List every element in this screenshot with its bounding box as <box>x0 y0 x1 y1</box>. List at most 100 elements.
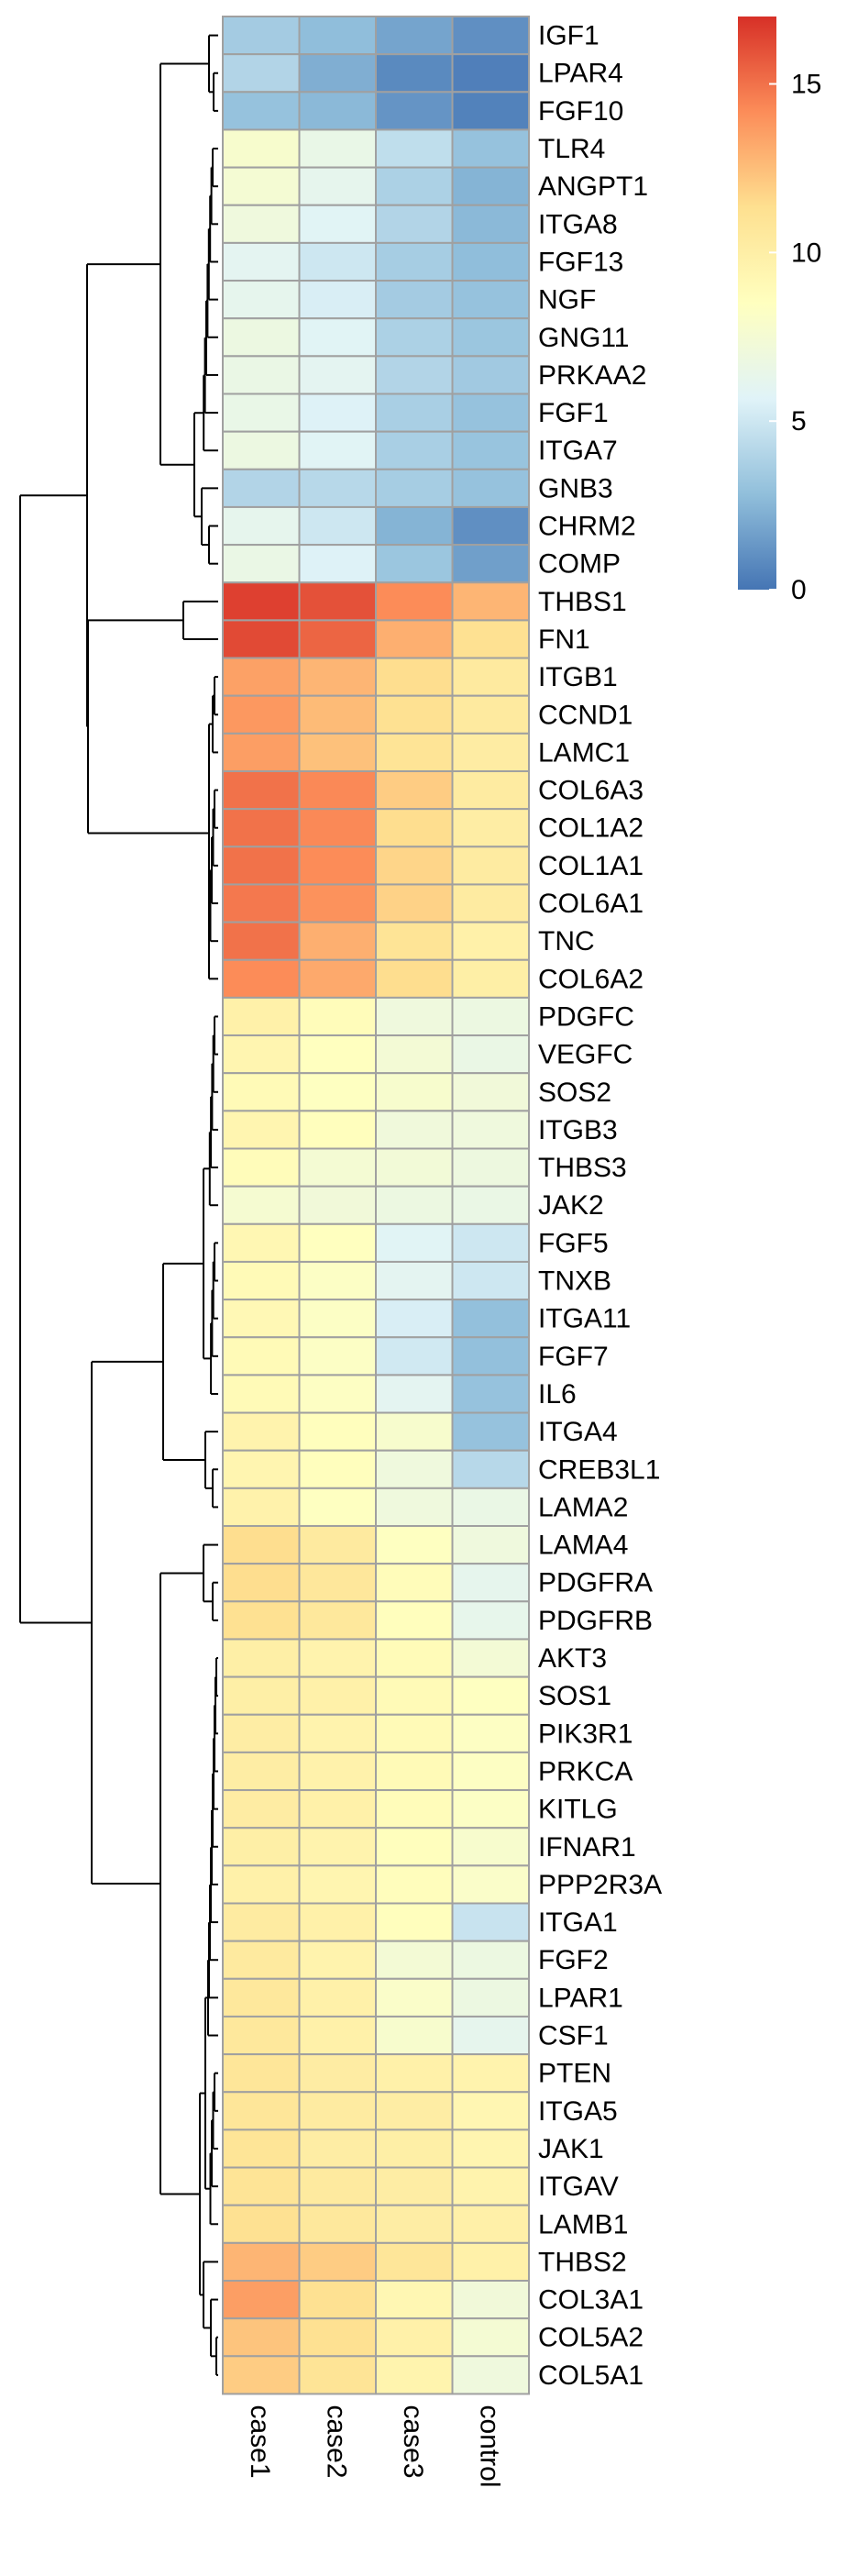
heatmap-cell <box>298 2355 377 2395</box>
heatmap-cell <box>222 1374 301 1414</box>
row-label: ANGPT1 <box>538 171 648 202</box>
heatmap-cell <box>375 770 454 811</box>
heatmap-cell <box>375 544 454 584</box>
heatmap-cell <box>222 280 301 320</box>
heatmap-cell <box>451 1147 530 1188</box>
heatmap-cell <box>451 317 530 358</box>
heatmap-cell <box>451 581 530 622</box>
heatmap-cell <box>222 808 301 848</box>
row-label: PPP2R3A <box>538 1870 662 1900</box>
heatmap-cell <box>222 128 301 169</box>
color-legend: 0 5 10 15 <box>738 17 821 605</box>
heatmap-cell <box>298 1034 377 1075</box>
heatmap-cell <box>298 846 377 886</box>
heatmap-cell <box>375 241 454 282</box>
heatmap-cell <box>298 1072 377 1112</box>
row-label: COL5A1 <box>538 2360 644 2391</box>
column-label: control <box>474 2405 504 2487</box>
heatmap-cell <box>451 619 530 659</box>
row-label: COL3A1 <box>538 2285 644 2316</box>
column-label: case1 <box>245 2405 275 2478</box>
heatmap-cell <box>451 921 530 961</box>
heatmap-cell <box>298 204 377 244</box>
row-labels: IGF1 LPAR4 FGF10 TLR4 ANGPT1 ITGA8 FGF13 NGF GNG… <box>538 21 662 2391</box>
heatmap-cell <box>375 430 454 470</box>
row-label: ITGA8 <box>538 209 618 239</box>
heatmap-cell <box>451 1336 530 1376</box>
legend-tick-label: 10 <box>791 238 821 268</box>
row-label: THBS2 <box>538 2247 627 2277</box>
heatmap-cell <box>375 2015 454 2056</box>
row-label: COL6A1 <box>538 889 644 919</box>
heatmap-cell <box>222 468 301 508</box>
heatmap-cell <box>375 1487 454 1527</box>
heatmap-cell <box>451 2166 530 2206</box>
row-label: PIK3R1 <box>538 1719 632 1749</box>
heatmap-cell <box>298 1789 377 1830</box>
row-label: THBS1 <box>538 587 627 617</box>
heatmap-cell <box>222 2204 301 2244</box>
row-label: IFNAR1 <box>538 1832 636 1863</box>
heatmap-cell <box>298 1864 377 1905</box>
row-label: FGF10 <box>538 96 623 127</box>
heatmap-cell <box>451 1449 530 1489</box>
heatmap-cell <box>298 2128 377 2169</box>
heatmap-cell <box>375 1902 454 1942</box>
row-label: ITGB3 <box>538 1115 618 1145</box>
heatmap-cell <box>222 1260 301 1301</box>
heatmap-cell <box>298 1336 377 1376</box>
heatmap-cell <box>298 1374 377 1414</box>
row-label: CREB3L1 <box>538 1454 660 1485</box>
heatmap-cell <box>298 91 377 131</box>
heatmap-cell <box>375 619 454 659</box>
heatmap-cell <box>222 1147 301 1188</box>
heatmap-cell <box>451 996 530 1037</box>
heatmap-cell <box>222 1940 301 1980</box>
heatmap-cell <box>375 694 454 735</box>
row-label: TNXB <box>538 1266 611 1297</box>
heatmap-cell <box>375 317 454 358</box>
heatmap-cell <box>375 1260 454 1301</box>
heatmap-cell <box>222 619 301 659</box>
heatmap-cell <box>222 2091 301 2131</box>
row-label: LAMA4 <box>538 1531 628 1561</box>
heatmap-cell <box>375 166 454 206</box>
heatmap-cell <box>451 430 530 470</box>
heatmap-cell <box>451 694 530 735</box>
heatmap-cell <box>222 1299 301 1339</box>
row-label: ITGA4 <box>538 1417 618 1447</box>
heatmap-cell <box>222 1789 301 1830</box>
heatmap-cell <box>298 1751 377 1792</box>
heatmap-cell <box>298 732 377 772</box>
column-label: case2 <box>321 2405 351 2478</box>
heatmap-cell <box>451 204 530 244</box>
heatmap-cell <box>375 1185 454 1225</box>
heatmap-cell <box>375 128 454 169</box>
heatmap-cell <box>298 1299 377 1339</box>
heatmap-cell <box>451 1185 530 1225</box>
heatmap-cell <box>375 53 454 94</box>
row-label: COL5A2 <box>538 2323 644 2353</box>
heatmap-cell <box>451 468 530 508</box>
heatmap-cell <box>298 1675 377 1716</box>
heatmap-cell <box>298 505 377 547</box>
row-label: PDGFRB <box>538 1606 653 1636</box>
heatmap-cell <box>451 505 530 547</box>
heatmap-cell <box>451 2241 530 2283</box>
heatmap-cell <box>451 1374 530 1414</box>
heatmap-cell <box>298 317 377 358</box>
heatmap-cell <box>375 1299 454 1339</box>
row-label: ITGA11 <box>538 1304 631 1334</box>
heatmap-cell <box>375 657 454 697</box>
row-label: CCND1 <box>538 700 632 730</box>
heatmap-cell <box>451 732 530 772</box>
heatmap-cell <box>222 2053 301 2094</box>
heatmap-cell <box>222 166 301 206</box>
heatmap-cell <box>451 1902 530 1942</box>
row-label: IL6 <box>538 1379 577 1410</box>
heatmap-cell <box>451 770 530 811</box>
heatmap-cell <box>451 1260 530 1301</box>
heatmap-cell <box>298 392 377 433</box>
heatmap-cell <box>375 732 454 772</box>
